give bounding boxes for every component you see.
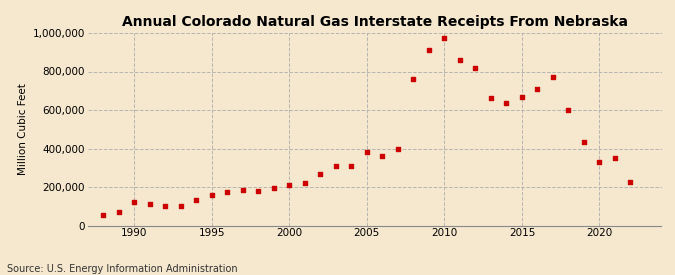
Point xyxy=(454,58,465,62)
Point xyxy=(113,210,124,214)
Point xyxy=(144,202,155,207)
Point xyxy=(222,190,233,194)
Point xyxy=(594,160,605,164)
Point xyxy=(392,146,403,151)
Point xyxy=(532,87,543,91)
Point xyxy=(160,204,171,208)
Point xyxy=(362,150,373,155)
Point xyxy=(300,181,310,185)
Point xyxy=(423,48,434,53)
Point xyxy=(346,164,357,168)
Y-axis label: Million Cubic Feet: Million Cubic Feet xyxy=(18,83,28,175)
Point xyxy=(516,95,527,100)
Point xyxy=(191,198,202,203)
Point xyxy=(625,180,636,184)
Point xyxy=(207,192,217,197)
Title: Annual Colorado Natural Gas Interstate Receipts From Nebraska: Annual Colorado Natural Gas Interstate R… xyxy=(122,15,628,29)
Text: Source: U.S. Energy Information Administration: Source: U.S. Energy Information Administ… xyxy=(7,264,238,274)
Point xyxy=(176,204,186,208)
Point xyxy=(408,77,418,81)
Point xyxy=(439,35,450,40)
Point xyxy=(331,164,342,168)
Point xyxy=(129,200,140,205)
Point xyxy=(547,75,558,79)
Point xyxy=(269,186,279,190)
Point xyxy=(610,156,620,160)
Point xyxy=(578,139,589,144)
Point xyxy=(501,101,512,105)
Point xyxy=(377,154,387,158)
Point xyxy=(98,213,109,217)
Point xyxy=(315,171,326,176)
Point xyxy=(284,183,295,187)
Point xyxy=(563,108,574,112)
Point xyxy=(253,189,264,193)
Point xyxy=(470,65,481,70)
Point xyxy=(485,96,496,101)
Point xyxy=(238,188,248,192)
